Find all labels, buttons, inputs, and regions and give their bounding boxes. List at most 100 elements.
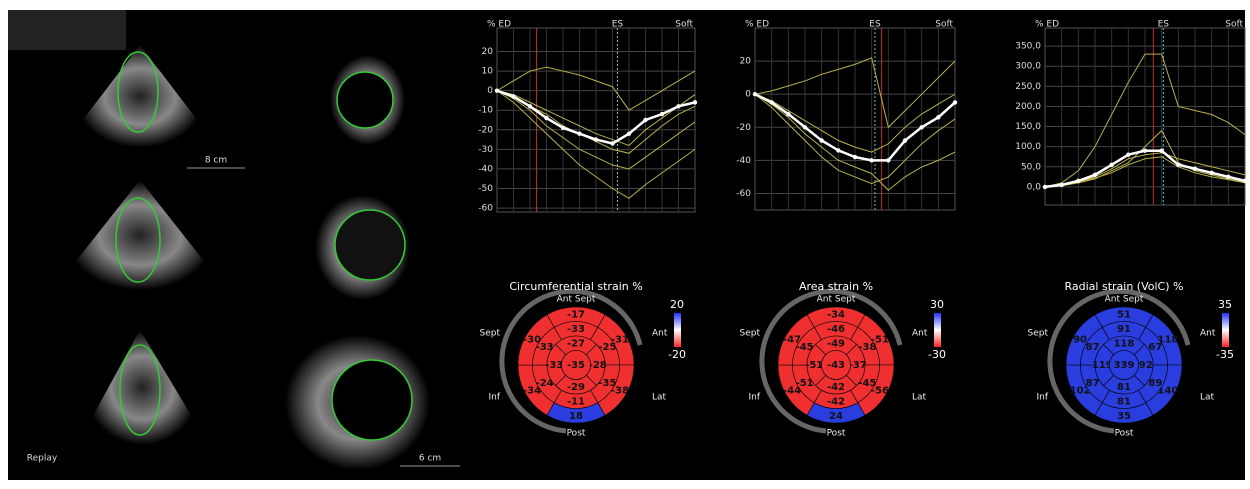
segment bbox=[561, 350, 591, 380]
global-point bbox=[610, 141, 615, 146]
segment-curve bbox=[496, 90, 696, 147]
colorbar-max: 35 bbox=[1218, 298, 1232, 311]
y-tick-label: -60 bbox=[736, 189, 751, 199]
decor-arc bbox=[499, 288, 643, 434]
orientation-label: Lat bbox=[1200, 392, 1215, 402]
global-point bbox=[1109, 162, 1114, 167]
global-point bbox=[1126, 152, 1131, 157]
segment-value: -51 bbox=[796, 378, 814, 389]
orientation-label: Ant Sept bbox=[817, 295, 856, 305]
orientation-label: Inf bbox=[1036, 392, 1048, 402]
orientation-label: Sept bbox=[1028, 329, 1049, 339]
segment-value: 118 bbox=[1158, 335, 1179, 346]
colorbar-min: -30 bbox=[928, 348, 946, 361]
y-tick-label: -10 bbox=[478, 106, 493, 116]
segment-value: 140 bbox=[1158, 385, 1179, 396]
segment-curve bbox=[754, 93, 956, 191]
global-point bbox=[1076, 178, 1081, 184]
orientation-label: Inf bbox=[488, 392, 500, 402]
y-tick-label: 250,0 bbox=[1015, 82, 1041, 92]
segment-value: -34 bbox=[827, 309, 845, 320]
y-tick-label: 0,0 bbox=[1027, 182, 1042, 192]
colorbar-max: 30 bbox=[930, 298, 944, 311]
y-tick-label: -60 bbox=[478, 204, 493, 214]
global-point bbox=[1142, 148, 1148, 153]
segment-value: 67 bbox=[1148, 342, 1162, 353]
marker-label: ES bbox=[1158, 20, 1170, 30]
segment-value: 118 bbox=[1114, 338, 1135, 349]
segment-value: 87 bbox=[1086, 378, 1100, 389]
y-tick-label: 0 bbox=[745, 90, 751, 100]
segment-value: 35 bbox=[1117, 411, 1131, 422]
segment-value: -46 bbox=[827, 324, 845, 335]
global-point bbox=[819, 138, 824, 143]
y-axis-label: % ED bbox=[1035, 20, 1059, 30]
global-point bbox=[752, 91, 758, 97]
segment-curve bbox=[754, 93, 956, 153]
global-point bbox=[1242, 178, 1248, 184]
y-tick-label: 50,0 bbox=[1021, 162, 1041, 172]
segment-value: -47 bbox=[783, 335, 801, 346]
orientation-label: Sept bbox=[480, 329, 501, 339]
segment-value: -27 bbox=[567, 338, 585, 349]
segment-value: 89 bbox=[1148, 378, 1162, 389]
y-tick-label: -30 bbox=[478, 145, 493, 155]
replay-button[interactable]: Replay bbox=[27, 454, 58, 464]
segment-value: -34 bbox=[523, 385, 541, 396]
segment-value: -42 bbox=[827, 396, 845, 407]
global-point bbox=[577, 131, 582, 136]
ultrasound-views bbox=[65, 45, 460, 470]
global-point bbox=[659, 111, 665, 117]
global-point bbox=[769, 100, 774, 105]
bullseye-title: Circumferential strain % bbox=[509, 280, 642, 293]
segment bbox=[1109, 350, 1139, 380]
marker-label: ES bbox=[869, 20, 881, 30]
segment-value: 91 bbox=[1117, 324, 1131, 335]
y-tick-label: -20 bbox=[736, 123, 751, 133]
global-point bbox=[1226, 174, 1231, 180]
colorbar-min: -35 bbox=[1216, 348, 1234, 361]
corner-label: Soft bbox=[1225, 20, 1243, 30]
global-point bbox=[1176, 162, 1181, 167]
bullseye-title: Area strain % bbox=[799, 280, 873, 293]
segment-value: 81 bbox=[1117, 382, 1131, 393]
segment-value: -44 bbox=[783, 385, 801, 396]
orientation-label: Lat bbox=[652, 392, 667, 402]
segment-value: 92 bbox=[1139, 360, 1153, 371]
segment-value: 87 bbox=[1086, 342, 1100, 353]
global-point bbox=[1192, 166, 1198, 171]
y-tick-label: 300,0 bbox=[1015, 62, 1041, 72]
segment-value: -56 bbox=[871, 385, 889, 396]
orientation-label: Sept bbox=[740, 329, 761, 339]
segment-value: -33 bbox=[545, 360, 563, 371]
segment-value: -31 bbox=[611, 335, 629, 346]
segment-value: -24 bbox=[536, 378, 554, 389]
header-patch bbox=[8, 10, 126, 50]
segment-value: 102 bbox=[1070, 385, 1091, 396]
segment-value: -38 bbox=[611, 385, 629, 396]
global-point bbox=[626, 131, 632, 136]
segment-value: -35 bbox=[598, 378, 616, 389]
segment-value: -33 bbox=[536, 342, 554, 353]
segment-value: -30 bbox=[523, 335, 541, 346]
segment-value: -43 bbox=[827, 360, 845, 371]
segment-curve bbox=[496, 90, 696, 199]
global-point bbox=[527, 104, 533, 109]
orientation-label: Ant bbox=[652, 329, 668, 339]
global-point bbox=[1092, 172, 1098, 178]
orientation-label: Ant Sept bbox=[1105, 295, 1144, 305]
segment-value: -49 bbox=[827, 338, 845, 349]
colorbar bbox=[934, 313, 941, 347]
orientation-label: Post bbox=[567, 429, 586, 439]
orientation-label: Ant bbox=[1200, 329, 1216, 339]
y-tick-label: -40 bbox=[478, 164, 493, 174]
global-point bbox=[836, 148, 841, 153]
global-point bbox=[494, 88, 500, 93]
y-axis-label: % ED bbox=[745, 20, 769, 30]
y-tick-label: -50 bbox=[478, 184, 493, 194]
global-point bbox=[919, 125, 924, 130]
marker-label: ES bbox=[612, 20, 624, 30]
y-tick-label: 150,0 bbox=[1015, 122, 1041, 132]
global-point bbox=[1059, 182, 1064, 188]
y-tick-label: 20 bbox=[740, 57, 752, 67]
